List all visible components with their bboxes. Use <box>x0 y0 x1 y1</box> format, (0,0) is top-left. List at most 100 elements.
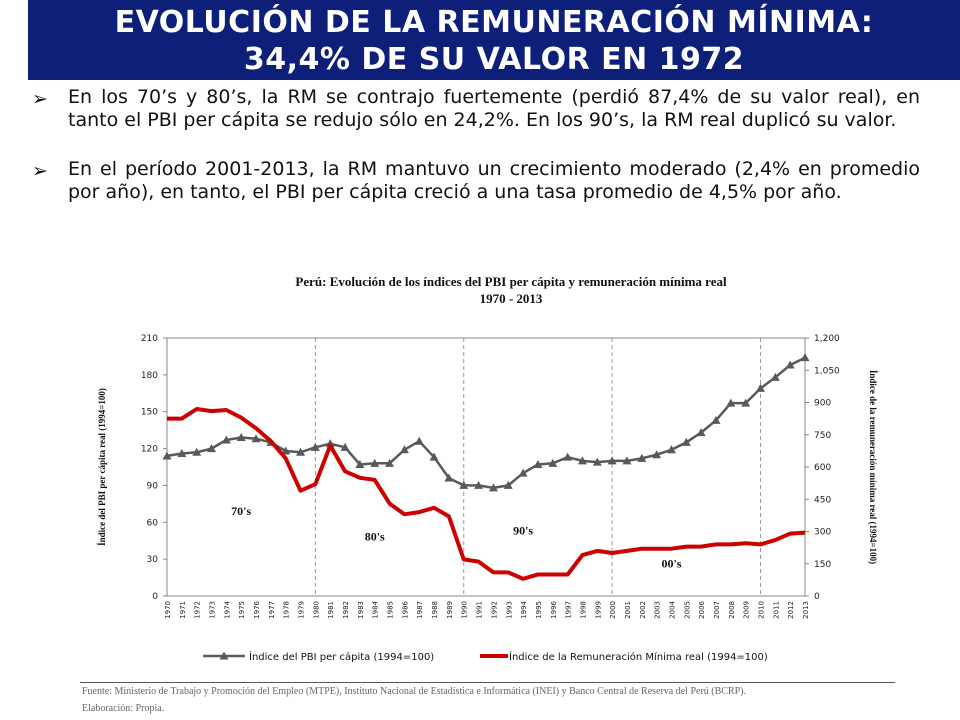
y2-tick-label: 1,200 <box>814 334 840 344</box>
pbi-data-point <box>370 458 380 467</box>
x-tick-label: 2006 <box>698 600 706 618</box>
bullet-text: En el período 2001-2013, la RM mantuvo u… <box>68 158 920 203</box>
slide-title-line-1: EVOLUCIÓN DE LA REMUNERACIÓN MÍNIMA: <box>114 5 874 40</box>
pbi-data-point <box>681 437 691 446</box>
footer-divider <box>80 682 895 683</box>
y2-axis-label: Índice de la remuneración mínima real (1… <box>868 370 878 564</box>
triangle-marker-icon <box>219 651 229 660</box>
x-tick-label: 2013 <box>802 601 810 619</box>
bullet-list: ➢ En los 70’s y 80’s, la RM se contrajo … <box>32 86 920 258</box>
arrow-bullet-icon: ➢ <box>32 160 48 182</box>
decade-label: 70's <box>231 504 251 518</box>
x-tick-label: 1982 <box>342 601 350 619</box>
x-tick-label: 1992 <box>490 601 498 619</box>
x-tick-label: 2004 <box>668 600 676 618</box>
x-tick-label: 1972 <box>194 601 202 619</box>
pbi-data-point <box>577 456 587 465</box>
pbi-data-point <box>444 473 454 482</box>
x-tick-label: 1987 <box>416 601 424 619</box>
x-tick-label: 1993 <box>505 601 513 619</box>
x-tick-label: 1970 <box>164 601 172 619</box>
legend-rm-label: Índice de la Remuneración Mínima real (1… <box>509 650 768 663</box>
decade-label: 00's <box>661 557 681 571</box>
pbi-data-point <box>385 458 395 467</box>
y-axis-label: Índice del PBI per cápita real (1994=100… <box>97 388 107 546</box>
x-tick-label: 1976 <box>253 600 261 618</box>
x-tick-label: 1980 <box>312 601 320 619</box>
x-tick-label: 1973 <box>209 601 217 619</box>
y2-tick-label: 900 <box>814 399 831 409</box>
pbi-data-point <box>325 439 335 448</box>
pbi-data-point <box>162 451 172 460</box>
x-tick-label: 1974 <box>223 600 231 618</box>
x-tick-label: 1985 <box>387 601 395 619</box>
pbi-data-point <box>637 453 647 462</box>
pbi-data-point <box>296 447 306 456</box>
pbi-data-point <box>340 442 350 451</box>
y-tick-label: 120 <box>141 445 158 455</box>
pbi-data-point <box>592 457 602 466</box>
pbi-data-point <box>459 480 469 489</box>
x-tick-label: 1995 <box>535 601 543 619</box>
x-tick-label: 2012 <box>787 601 795 619</box>
x-tick-label: 1984 <box>372 600 380 618</box>
x-tick-label: 1981 <box>327 601 335 619</box>
pbi-data-point <box>236 433 246 442</box>
x-tick-label: 2003 <box>654 601 662 619</box>
pbi-data-point <box>192 447 202 456</box>
x-tick-label: 2007 <box>713 601 721 619</box>
x-tick-label: 1994 <box>520 600 528 618</box>
x-tick-label: 1979 <box>298 601 306 619</box>
pbi-data-point <box>310 442 320 451</box>
x-tick-label: 1998 <box>579 601 587 619</box>
y-tick-label: 90 <box>147 481 159 491</box>
x-tick-label: 2010 <box>757 601 765 619</box>
x-tick-label: 1991 <box>476 601 484 619</box>
x-tick-label: 1989 <box>446 601 454 619</box>
y-tick-label: 150 <box>141 408 158 418</box>
pbi-data-point <box>355 460 365 469</box>
y-tick-label: 210 <box>141 334 158 344</box>
x-tick-label: 1986 <box>401 600 409 618</box>
pbi-data-point <box>770 372 780 381</box>
x-tick-label: 1990 <box>461 601 469 619</box>
footer-source: Fuente: Ministerio de Trabajo y Promoció… <box>82 686 747 697</box>
pbi-data-point <box>696 428 706 437</box>
x-tick-label: 1971 <box>179 601 187 619</box>
pbi-data-point <box>548 458 558 467</box>
x-tick-label: 2005 <box>683 601 691 619</box>
pbi-data-point <box>755 383 765 392</box>
bullet-text: En los 70’s y 80’s, la RM se contrajo fu… <box>68 86 920 131</box>
pbi-data-point <box>666 445 676 454</box>
pbi-data-point <box>281 446 291 455</box>
pbi-data-point <box>177 448 187 457</box>
footer-elaboration: Elaboración: Propia. <box>82 703 165 714</box>
line-chart: Perú: Evolución de los índices del PBI p… <box>97 274 878 663</box>
pbi-data-point <box>800 353 810 362</box>
x-tick-label: 1975 <box>238 601 246 619</box>
pbi-series-line <box>166 356 806 490</box>
y2-tick-label: 450 <box>814 495 831 505</box>
pbi-data-point <box>726 398 736 407</box>
pbi-data-point <box>414 436 424 445</box>
rm-series-line <box>167 407 806 581</box>
y2-tick-label: 150 <box>814 560 831 570</box>
arrow-bullet-icon: ➢ <box>32 88 48 110</box>
bullet-item: ➢ En el período 2001-2013, la RM mantuvo… <box>32 158 920 204</box>
y-tick-label: 30 <box>147 555 159 565</box>
decade-label: 80's <box>365 530 385 544</box>
x-tick-label: 2001 <box>624 601 632 619</box>
pbi-data-point <box>474 480 484 489</box>
x-tick-label: 2008 <box>728 601 736 619</box>
slide-title-line-2: 34,4% DE SU VALOR EN 1972 <box>243 42 745 77</box>
pbi-data-point <box>711 415 721 424</box>
pbi-data-point <box>607 456 617 465</box>
slide-title: EVOLUCIÓN DE LA REMUNERACIÓN MÍNIMA: 34,… <box>28 0 960 80</box>
y2-tick-label: 600 <box>814 463 831 473</box>
pbi-data-point <box>518 468 528 477</box>
pbi-data-point <box>429 452 439 461</box>
chart-title: Perú: Evolución de los índices del PBI p… <box>295 274 727 289</box>
legend-pbi-label: Índice del PBI per cápita (1994=100) <box>249 650 434 663</box>
pbi-data-point <box>221 435 231 444</box>
x-tick-label: 1977 <box>268 601 276 619</box>
